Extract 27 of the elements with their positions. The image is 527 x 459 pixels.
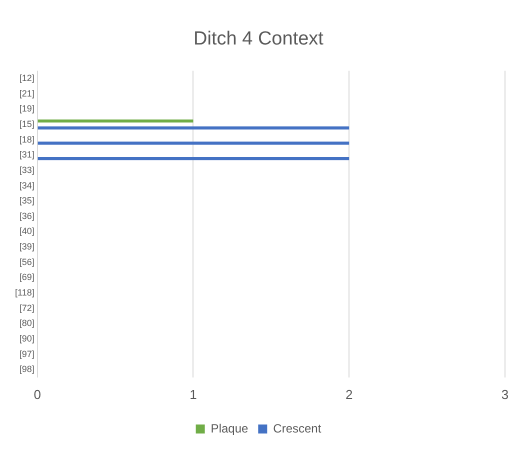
- y-tick-label: [19]: [19, 104, 34, 114]
- y-tick-label: [21]: [19, 88, 34, 98]
- x-tick-label: 2: [346, 386, 353, 402]
- y-tick-label: [31]: [19, 150, 34, 160]
- legend-label: Plaque: [210, 421, 248, 436]
- y-tick-label: [36]: [19, 210, 34, 221]
- x-tick-label: 1: [190, 386, 197, 402]
- y-tick-label: [80]: [19, 318, 34, 328]
- y-tick-label: [34]: [19, 180, 34, 190]
- y-tick-label: [72]: [19, 302, 34, 313]
- y-tick-label: [97]: [19, 348, 34, 359]
- y-tick-label: [69]: [19, 272, 34, 282]
- legend-label: Crescent: [273, 421, 322, 436]
- y-tick-label: [56]: [19, 256, 34, 267]
- x-tick-label: 0: [34, 386, 41, 402]
- chart-title: Ditch 4 Context: [194, 28, 324, 50]
- y-tick-label: [98]: [19, 364, 34, 374]
- x-tick-label: 3: [501, 386, 509, 402]
- y-tick-label: [12]: [19, 72, 34, 83]
- y-tick-label: [118]: [14, 288, 34, 298]
- y-tick-label: [35]: [19, 196, 34, 206]
- y-tick-label: [40]: [19, 226, 34, 236]
- y-tick-label: [90]: [19, 334, 34, 344]
- y-tick-label: [15]: [19, 118, 34, 129]
- y-tick-label: [18]: [19, 134, 34, 144]
- y-tick-label: [33]: [19, 164, 34, 175]
- y-tick-label: [39]: [19, 242, 34, 252]
